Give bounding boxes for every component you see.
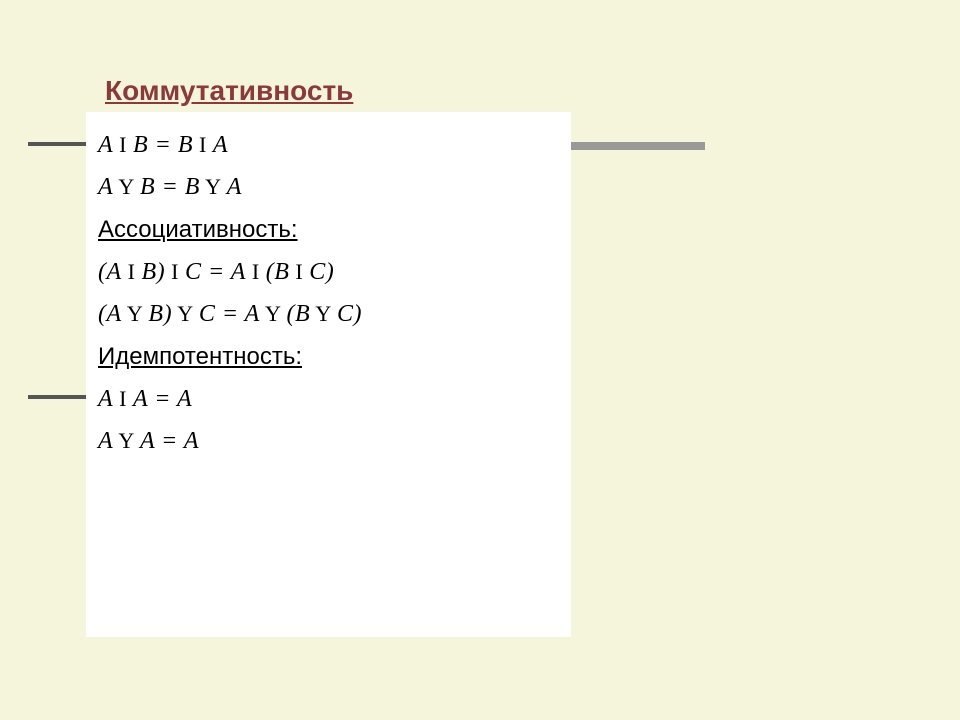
formula-var: (A [98,301,122,327]
formula-op: I [289,259,309,284]
formula-var: B = B [133,132,193,158]
formula-op: I [193,132,213,157]
formula-var: (A [98,259,122,285]
formula-var: A = A [140,428,199,454]
formula-op: I [122,259,142,284]
left-small-bar [28,395,86,399]
content-box: A I B = B I A A Y B = B Y A Ассоциативно… [86,112,571,637]
left-decorative-bar [28,142,86,146]
formula-op: Y [260,301,287,326]
formula-op: Y [310,301,337,326]
commutativity-formula-1: A I B = B I A [98,132,559,159]
formula-var: B) [148,301,172,327]
formula-var: (B [287,301,311,327]
formula-var: C) [337,301,362,327]
formula-var: C = A [185,259,246,285]
formula-var: A [98,132,113,158]
formula-var: A [213,132,228,158]
formula-op: I [246,259,266,284]
formula-op: I [113,132,133,157]
slide-title: Коммутативность [105,75,353,107]
formula-var: C) [309,259,334,285]
associativity-formula-2: (A Y B) Y C = A Y (B Y C) [98,301,559,328]
formula-var: A [227,174,242,200]
formula-op: I [113,386,133,411]
formula-var: B = B [140,174,200,200]
commutativity-formula-2: A Y B = B Y A [98,174,559,201]
formula-var: A [98,174,113,200]
formula-var: C = A [199,301,260,327]
formula-var: B) [141,259,165,285]
right-decorative-bar [570,142,705,150]
formula-var: A = A [133,386,192,412]
idempotency-label: Идемпотентность: [98,343,559,371]
formula-op: Y [122,301,149,326]
formula-var: A [98,386,113,412]
formula-op: Y [113,428,140,453]
associativity-formula-1: (A I B) I C = A I (B I C) [98,259,559,286]
formula-op: I [165,259,185,284]
associativity-label: Ассоциативность: [98,216,559,244]
idempotency-formula-2: A Y A = A [98,428,559,455]
formula-op: Y [200,174,227,199]
idempotency-formula-1: A I A = A [98,386,559,413]
formula-var: A [98,428,113,454]
formula-op: Y [113,174,140,199]
formula-op: Y [172,301,199,326]
formula-var: (B [266,259,290,285]
